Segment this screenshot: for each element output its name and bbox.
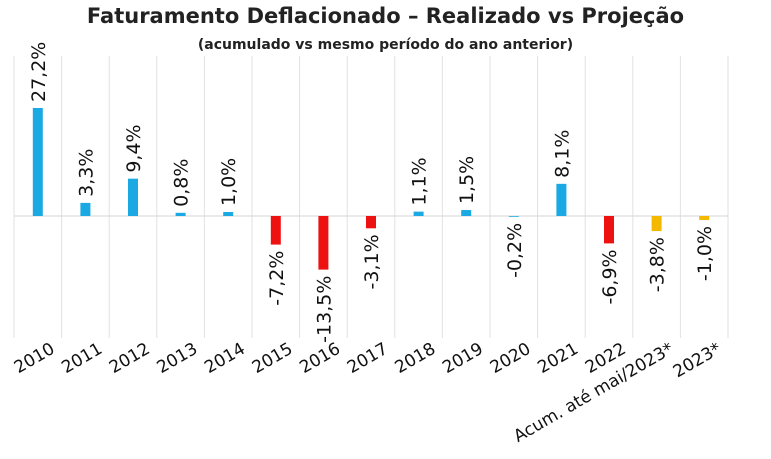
data-label-5: 1,0% <box>218 158 240 206</box>
tick-label-15: 2023* <box>670 339 725 382</box>
data-label-6: -7,2% <box>266 251 288 306</box>
bar-1 <box>32 108 43 216</box>
data-label-14: -3,8% <box>647 237 669 292</box>
data-label-10: 1,5% <box>456 156 478 204</box>
tick-label-10: 2019 <box>439 339 486 378</box>
chart-subtitle: (acumulado vs mesmo período do ano anter… <box>197 37 574 53</box>
tick-label-1: 2010 <box>11 339 58 378</box>
data-label-2: 3,3% <box>75 149 97 197</box>
bar-14 <box>651 216 662 232</box>
chart-title: Faturamento Deflacionado – Realizado vs … <box>86 4 685 28</box>
data-label-11: -0,2% <box>504 223 526 278</box>
bar-8 <box>366 216 376 229</box>
category-tick-labels: 2010 2011 2012 2013 2014 2015 2016 2017 2018 2019… <box>11 339 725 447</box>
bar-15 <box>699 216 710 220</box>
bar-12 <box>556 183 567 216</box>
data-label-15: -1,0% <box>694 226 716 281</box>
bar-7 <box>318 216 329 270</box>
data-label-3: 9,4% <box>123 124 145 172</box>
bar-4 <box>175 212 186 216</box>
tick-label-8: 2017 <box>344 339 391 378</box>
tick-label-5: 2014 <box>201 339 248 378</box>
bar-6 <box>270 216 281 245</box>
data-label-4: 0,8% <box>171 159 193 207</box>
bar-2 <box>80 202 91 216</box>
data-labels: 27,2% 3,3% 9,4% 0,8% 1,0% -7,2% -13,5% -3,1% 1,1… <box>28 42 716 343</box>
tick-label-11: 2020 <box>487 339 534 378</box>
bar-9 <box>413 211 424 216</box>
tick-label-9: 2018 <box>392 339 439 378</box>
tick-label-3: 2012 <box>106 339 153 378</box>
bar-3 <box>128 178 138 216</box>
data-label-12: 8,1% <box>551 130 573 178</box>
tick-label-12: 2021 <box>534 339 581 378</box>
tick-label-6: 2015 <box>249 339 296 378</box>
tick-label-2: 2011 <box>58 339 105 378</box>
bar-11 <box>508 216 519 217</box>
data-label-13: -6,9% <box>599 249 621 304</box>
bar-10 <box>461 210 472 216</box>
data-label-9: 1,1% <box>409 157 431 205</box>
bar-13 <box>604 216 614 244</box>
bar-5 <box>223 212 234 216</box>
data-label-1: 27,2% <box>28 42 50 102</box>
data-label-7: -13,5% <box>313 276 335 343</box>
tick-label-4: 2013 <box>154 339 201 378</box>
bars <box>32 108 710 270</box>
gridlines <box>13 56 729 338</box>
data-label-8: -3,1% <box>361 234 383 289</box>
tick-label-7: 2016 <box>296 339 343 378</box>
